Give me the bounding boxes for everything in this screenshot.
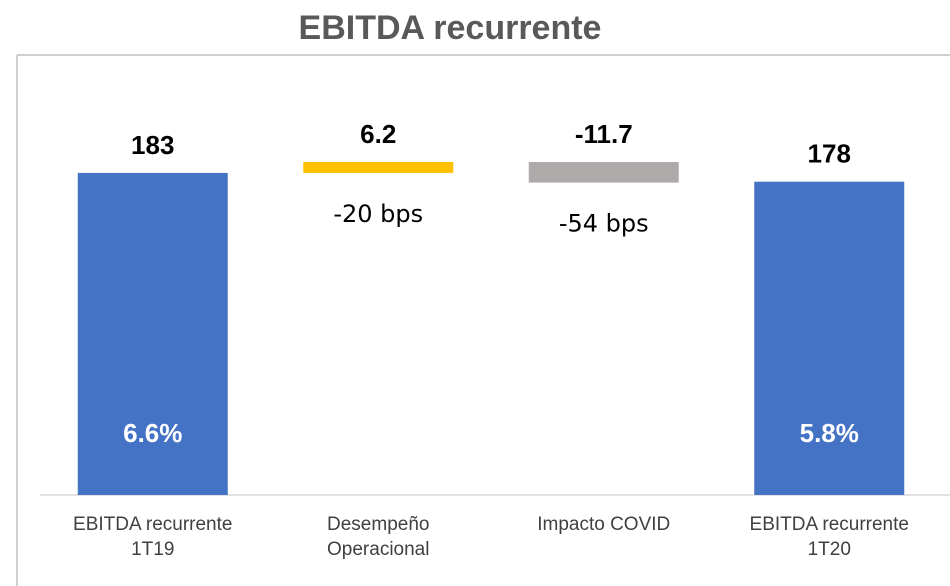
bar — [77, 172, 228, 495]
chart-title: EBITDA recurrente — [299, 9, 602, 47]
bar — [528, 162, 679, 183]
x-tick-label: Impacto COVID — [537, 514, 670, 535]
x-tick-label: EBITDA recurrente — [750, 514, 909, 535]
value-label: 178 — [808, 139, 851, 169]
x-tick-label: Desempeño — [327, 514, 429, 535]
annotation: 5.8% — [800, 418, 859, 448]
annotation: 6.6% — [123, 418, 182, 448]
bar — [303, 162, 454, 173]
x-tick-label: Operacional — [327, 539, 429, 560]
bar — [754, 181, 905, 496]
x-tick-label: EBITDA recurrente — [73, 514, 232, 535]
annotation: -54 bps — [559, 210, 649, 238]
value-label: 183 — [131, 130, 174, 160]
x-tick-label: 1T20 — [808, 539, 851, 560]
annotation: -20 bps — [333, 200, 423, 228]
x-tick-label: 1T19 — [131, 539, 174, 560]
value-label: -11.7 — [575, 119, 633, 149]
value-label: 6.2 — [360, 119, 396, 149]
